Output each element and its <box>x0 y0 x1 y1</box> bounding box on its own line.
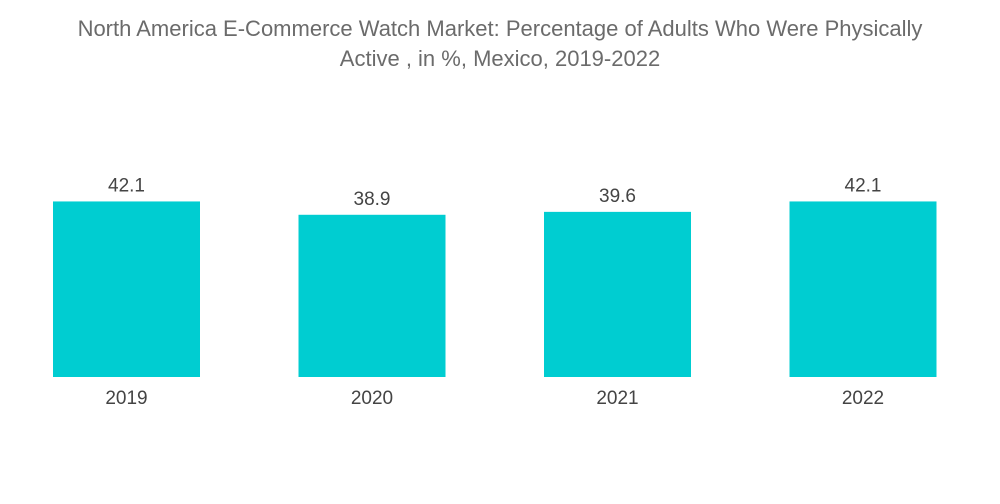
chart-title-line-2: Active , in %, Mexico, 2019-2022 <box>339 46 661 71</box>
x-tick-label-2020: 2020 <box>351 388 393 409</box>
x-tick-label-2019: 2019 <box>105 388 147 409</box>
bar-2020 <box>298 214 446 377</box>
data-label-2021: 39.6 <box>599 186 636 207</box>
chart-title: North America E-Commerce Watch Market: P… <box>0 14 1000 74</box>
data-label-2019: 42.1 <box>108 175 145 196</box>
data-label-2020: 38.9 <box>354 189 391 210</box>
x-tick-label-2022: 2022 <box>842 388 884 409</box>
bar-2022 <box>789 201 937 377</box>
bar-2021 <box>544 211 691 377</box>
x-tick-label-2021: 2021 <box>596 388 638 409</box>
chart-title-line-1: North America E-Commerce Watch Market: P… <box>77 16 923 41</box>
bar-2019 <box>53 201 200 377</box>
data-label-2022: 42.1 <box>845 175 882 196</box>
